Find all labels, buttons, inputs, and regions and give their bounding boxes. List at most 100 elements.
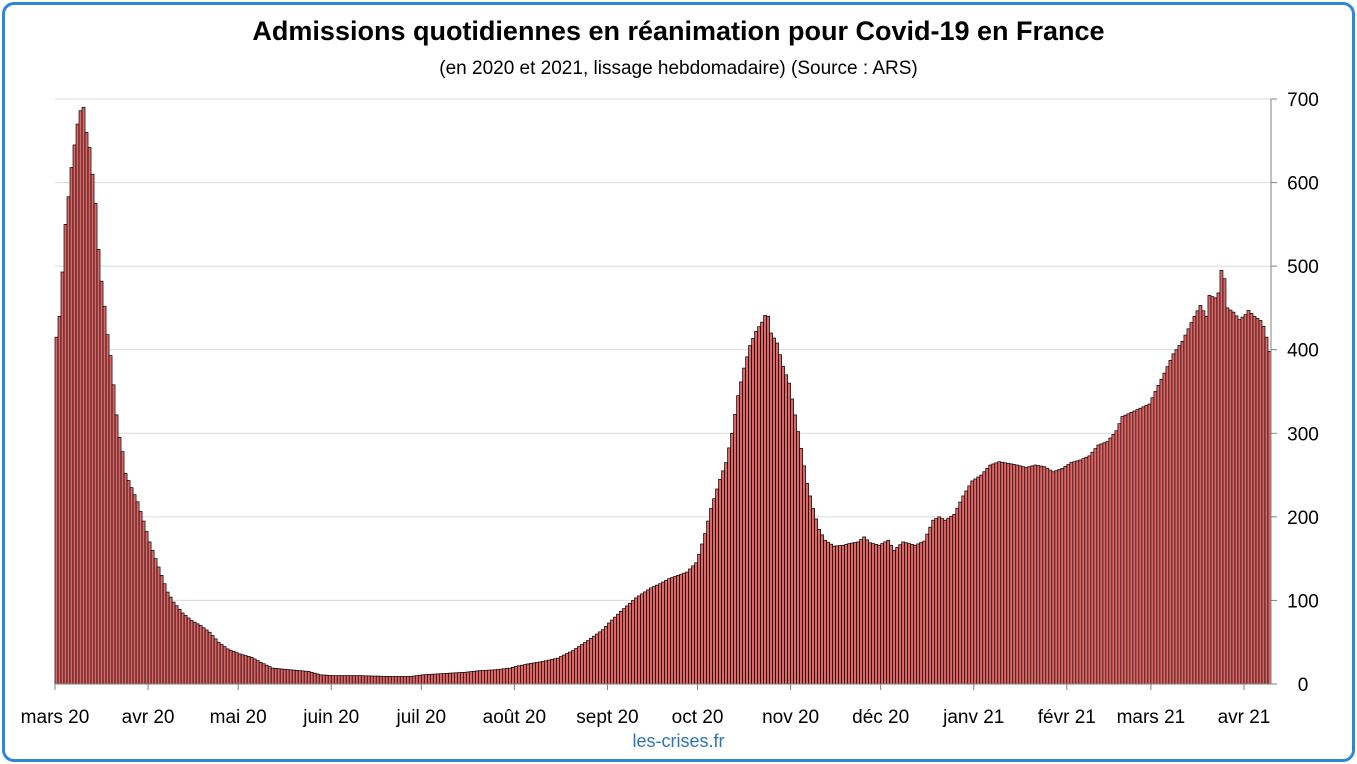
bar [309, 671, 314, 685]
bar [556, 657, 560, 685]
bar [478, 670, 482, 685]
bar [667, 578, 671, 685]
bar [462, 671, 467, 685]
bar [102, 305, 107, 685]
bar [1246, 310, 1251, 685]
bar [450, 672, 455, 685]
bar [75, 123, 80, 685]
bar [814, 518, 818, 685]
bar [838, 545, 842, 685]
bar [1159, 378, 1164, 685]
bar [631, 600, 635, 685]
bar [384, 676, 389, 685]
bar [580, 644, 584, 685]
bar [595, 633, 599, 685]
bar [141, 520, 146, 685]
bar [757, 326, 761, 685]
bar [270, 667, 275, 685]
bar [321, 674, 326, 685]
bar [420, 674, 425, 685]
bar [1102, 442, 1107, 685]
bar [447, 672, 452, 685]
x-tick-label: sept 20 [576, 707, 638, 728]
bar [523, 664, 527, 685]
bar [1138, 407, 1143, 685]
bar [646, 589, 650, 685]
bar [1162, 372, 1167, 685]
bar [417, 674, 422, 685]
bar [949, 515, 954, 685]
bar [90, 173, 95, 685]
bar [1099, 443, 1104, 685]
bar [180, 612, 185, 685]
bar [150, 549, 155, 685]
bar [820, 534, 824, 685]
bar [1030, 465, 1035, 685]
bar [1132, 410, 1137, 685]
bar [898, 544, 903, 685]
bar [928, 526, 933, 685]
bar [1039, 465, 1044, 685]
bar [84, 132, 89, 685]
bar [1228, 309, 1233, 685]
bar [1168, 359, 1173, 685]
bar [670, 577, 674, 685]
bar [1003, 462, 1008, 685]
bar [78, 110, 83, 685]
bar [1129, 412, 1134, 685]
bar [171, 601, 176, 685]
bar [297, 670, 302, 685]
bar [532, 662, 536, 685]
bar [817, 529, 821, 685]
bar [760, 321, 764, 685]
bar [610, 619, 614, 685]
bar [123, 473, 128, 685]
bar [186, 617, 191, 685]
bar [583, 642, 587, 685]
y-tick-label: 700 [1287, 90, 1319, 111]
bar [120, 451, 125, 685]
bar [598, 631, 602, 685]
bar [772, 337, 776, 685]
bar [438, 673, 443, 685]
bar [1225, 307, 1230, 685]
bar [547, 659, 551, 685]
bar [889, 544, 894, 685]
bar [1234, 315, 1239, 685]
bar [604, 625, 608, 685]
bar [835, 545, 839, 685]
bar [210, 635, 215, 685]
bar [366, 675, 371, 685]
bar [1171, 353, 1176, 685]
bar [769, 332, 773, 685]
bar [333, 675, 338, 685]
bar [934, 518, 939, 685]
bar [1192, 315, 1197, 685]
bar [496, 669, 500, 685]
bar [1165, 366, 1170, 685]
bar [679, 573, 683, 685]
bar [1108, 437, 1113, 685]
bar [1024, 467, 1029, 685]
chart-subtitle: (en 2020 et 2021, lissage hebdomadaire) … [439, 58, 918, 79]
bar [1201, 310, 1206, 685]
bar [339, 675, 344, 685]
bar [880, 543, 885, 685]
bar [946, 517, 951, 685]
bar [1183, 334, 1188, 685]
bar [964, 490, 969, 685]
bar [910, 544, 915, 685]
x-tick-label: mai 20 [210, 707, 267, 728]
bar [261, 663, 266, 685]
bar [1060, 468, 1065, 685]
bar [1237, 319, 1242, 685]
bar [589, 638, 593, 685]
bar [577, 646, 581, 685]
x-tick-label: janv 21 [942, 707, 1004, 728]
bar [354, 675, 359, 685]
bar [429, 673, 434, 685]
bar [694, 562, 698, 685]
bar [360, 675, 365, 685]
bar [279, 668, 284, 685]
bar [402, 676, 407, 685]
